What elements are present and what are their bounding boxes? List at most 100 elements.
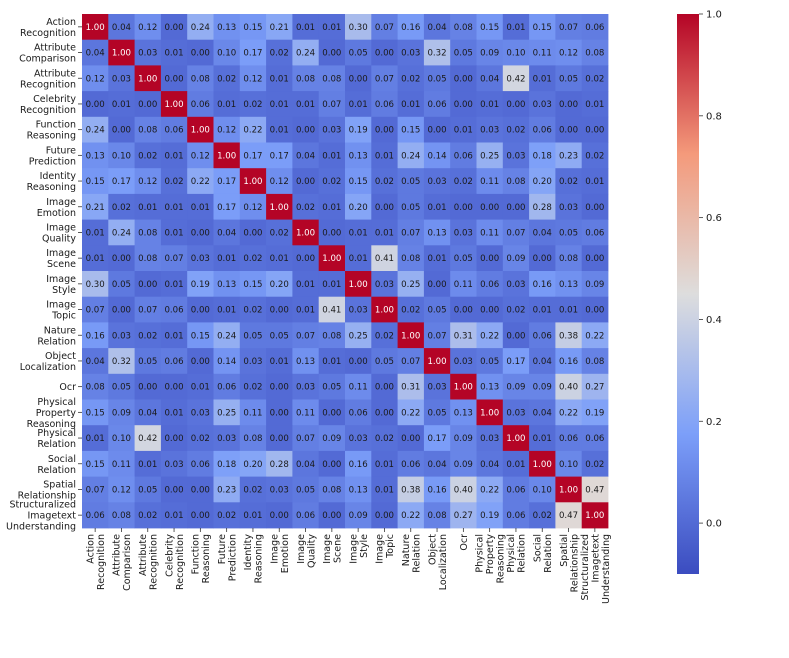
heatmap-cell xyxy=(345,450,372,477)
heatmap-cell xyxy=(160,39,188,66)
heatmap-cell xyxy=(476,245,504,272)
cell-value-label: 0.13 xyxy=(349,151,368,161)
heatmap-cell xyxy=(423,450,451,477)
cell-value-label: 0.00 xyxy=(86,100,105,110)
y-tick-label: Attribute xyxy=(34,68,76,79)
heatmap-cell xyxy=(82,399,109,426)
cell-value-label: 0.11 xyxy=(296,408,315,418)
cell-value-label: 0.06 xyxy=(375,100,394,110)
cell-value-label: 0.02 xyxy=(243,100,262,110)
heatmap-cell xyxy=(239,142,267,169)
heatmap-cell xyxy=(555,373,583,400)
x-tick-label: Topic xyxy=(385,534,396,559)
cell-value-label: 0.05 xyxy=(427,306,446,316)
cell-value-label: 0.15 xyxy=(401,126,420,136)
heatmap-cell xyxy=(266,296,293,323)
heatmap-cell xyxy=(239,65,267,92)
cell-value-label: 0.06 xyxy=(480,280,499,290)
heatmap-cell xyxy=(239,116,267,143)
cell-value-label: 0.08 xyxy=(454,23,473,33)
cell-value-label: 0.07 xyxy=(427,331,446,341)
x-tick-label-group: Future Prediction xyxy=(217,534,239,581)
heatmap-cell xyxy=(450,245,477,272)
cell-value-label: 0.02 xyxy=(138,331,157,341)
cell-value-label: 0.01 xyxy=(138,460,157,470)
cell-value-label: 0.03 xyxy=(506,408,525,418)
heatmap-cell xyxy=(82,39,109,66)
heatmap-cell xyxy=(502,425,530,452)
heatmap-cell xyxy=(371,425,398,452)
y-tick-label: Function xyxy=(36,120,76,131)
x-tick-label-group: Image Scene xyxy=(322,534,344,564)
cell-value-label: 0.04 xyxy=(427,460,446,470)
heatmap-cell xyxy=(371,14,398,41)
cell-value-label: 0.06 xyxy=(217,383,236,393)
heatmap-cell xyxy=(292,91,320,118)
cell-value-label: 0.01 xyxy=(375,485,394,495)
heatmap-cell xyxy=(529,322,556,349)
cell-value-label: 0.06 xyxy=(506,511,525,521)
cell-value-label: 0.02 xyxy=(217,511,236,521)
cell-value-label: 0.04 xyxy=(86,49,105,59)
heatmap-cell xyxy=(502,116,530,143)
heatmap-cell xyxy=(134,91,162,118)
cell-value-label: 1.00 xyxy=(86,23,105,33)
cell-value-label: 0.13 xyxy=(454,408,473,418)
cell-value-label: 0.00 xyxy=(112,254,131,264)
x-tick-label-group: Image Topic xyxy=(375,534,397,564)
heatmap-cell xyxy=(555,476,583,503)
heatmap-cell xyxy=(371,348,398,375)
heatmap-cell xyxy=(450,168,477,195)
cell-value-label: 0.17 xyxy=(243,49,262,59)
cell-value-label: 0.00 xyxy=(559,126,578,136)
heatmap-cell xyxy=(82,14,109,41)
heatmap-cell xyxy=(345,399,372,426)
heatmap-cell xyxy=(187,193,214,220)
cell-value-label: 0.08 xyxy=(401,254,420,264)
heatmap-cell xyxy=(371,322,398,349)
cell-value-label: 0.25 xyxy=(480,151,499,161)
cell-value-label: 0.21 xyxy=(270,23,289,33)
cell-value-label: 0.00 xyxy=(138,383,157,393)
heatmap-cell xyxy=(187,245,214,272)
heatmap-cell xyxy=(134,348,162,375)
heatmap-cell xyxy=(529,39,556,66)
cell-value-label: 0.00 xyxy=(270,408,289,418)
heatmap-cell xyxy=(371,116,398,143)
cell-value-label: 0.01 xyxy=(164,408,183,418)
cell-value-label: 0.10 xyxy=(506,49,525,59)
cell-value-label: 0.08 xyxy=(86,383,105,393)
heatmap-cell xyxy=(529,271,556,298)
heatmap-cell xyxy=(266,116,293,143)
heatmap-cell xyxy=(213,39,241,66)
heatmap-cell xyxy=(134,296,162,323)
cell-value-label: 0.01 xyxy=(164,331,183,341)
cell-value-label: 0.12 xyxy=(191,151,210,161)
heatmap-cell xyxy=(82,193,109,220)
heatmap-cell xyxy=(450,296,477,323)
cell-value-label: 0.06 xyxy=(585,228,604,238)
heatmap-cell xyxy=(581,142,609,169)
heatmap-cell xyxy=(423,296,451,323)
heatmap-cell xyxy=(134,271,162,298)
heatmap-cell xyxy=(371,91,398,118)
cell-value-label: 0.31 xyxy=(454,331,473,341)
cell-value-label: 0.01 xyxy=(349,228,368,238)
heatmap-cell xyxy=(529,450,556,477)
heatmap-cell xyxy=(82,142,109,169)
cell-value-label: 0.06 xyxy=(86,511,105,521)
heatmap-cell xyxy=(345,348,372,375)
cell-value-label: 0.02 xyxy=(401,74,420,84)
heatmap-cell xyxy=(529,399,556,426)
heatmap-cell xyxy=(502,296,530,323)
cell-value-label: 0.17 xyxy=(217,177,236,187)
cell-value-label: 0.10 xyxy=(217,49,236,59)
cell-value-label: 0.03 xyxy=(375,280,394,290)
x-tick-label-group: Function Reasoning xyxy=(191,534,213,583)
heatmap-cell xyxy=(450,193,477,220)
heatmap-cell xyxy=(213,245,241,272)
heatmap-cell xyxy=(423,476,451,503)
colorbar-gradient xyxy=(677,14,699,574)
heatmap-cell xyxy=(266,219,293,246)
heatmap-cell xyxy=(423,502,451,529)
